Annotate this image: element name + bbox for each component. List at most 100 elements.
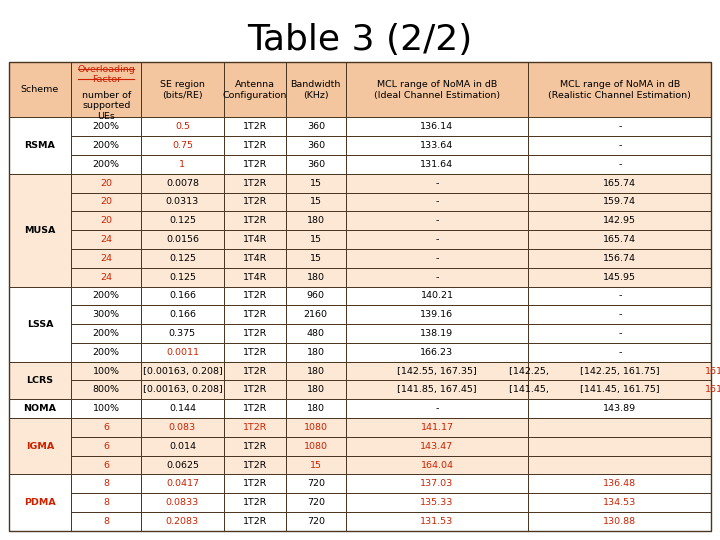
Text: 1T2R: 1T2R [243,310,267,319]
Text: 180: 180 [307,367,325,376]
Text: 200%: 200% [93,160,120,169]
Text: 15: 15 [310,198,322,206]
Text: 0.0011: 0.0011 [166,348,199,357]
Text: MCL range of NoMA in dB
(Realistic Channel Estimation): MCL range of NoMA in dB (Realistic Chann… [549,80,691,100]
Text: -: - [618,141,621,150]
Text: 1T2R: 1T2R [243,141,267,150]
Text: 0.0833: 0.0833 [166,498,199,507]
Text: LSSA: LSSA [27,320,53,329]
Text: 1T2R: 1T2R [243,198,267,206]
Text: -: - [436,198,438,206]
Text: 0.0078: 0.0078 [166,179,199,188]
Text: 960: 960 [307,292,325,300]
Text: NOMA: NOMA [23,404,56,413]
Text: 100%: 100% [93,367,120,376]
Text: 1T2R: 1T2R [243,386,267,394]
Text: 161.75: 161.75 [705,367,720,376]
Text: [141.45, 161.75]: [141.45, 161.75] [580,386,660,394]
Text: 24: 24 [100,235,112,244]
Text: 0.0625: 0.0625 [166,461,199,470]
Text: 0.125: 0.125 [169,273,196,282]
Text: 24: 24 [100,273,112,282]
Text: 480: 480 [307,329,325,338]
Text: 1080: 1080 [304,423,328,432]
Text: 0.014: 0.014 [169,442,196,451]
Text: 1T2R: 1T2R [243,423,267,432]
Text: 165.74: 165.74 [603,179,636,188]
Text: Overloading
Factor: Overloading Factor [77,65,135,84]
Text: 139.16: 139.16 [420,310,454,319]
Text: 145.95: 145.95 [603,273,636,282]
Text: 6: 6 [103,461,109,470]
Text: 141.17: 141.17 [420,423,454,432]
Text: 20: 20 [100,179,112,188]
Text: 1T4R: 1T4R [243,235,267,244]
Text: LCRS: LCRS [27,376,53,385]
Text: 0.083: 0.083 [169,423,196,432]
Text: 1T2R: 1T2R [243,480,267,488]
Text: 8: 8 [103,480,109,488]
Text: 24: 24 [100,254,112,263]
Text: [141.45,: [141.45, [509,386,552,394]
Text: 164.04: 164.04 [420,461,454,470]
Text: 0.144: 0.144 [169,404,196,413]
Text: [142.25, 161.75]: [142.25, 161.75] [580,367,660,376]
Text: 1T4R: 1T4R [243,254,267,263]
Text: 200%: 200% [93,348,120,357]
Text: SE region
(bits/RE): SE region (bits/RE) [160,80,205,100]
Text: 0.2083: 0.2083 [166,517,199,526]
Text: 180: 180 [307,348,325,357]
Text: 180: 180 [307,386,325,394]
Text: 20: 20 [100,216,112,225]
Text: -: - [436,216,438,225]
Text: 360: 360 [307,122,325,131]
Text: 130.88: 130.88 [603,517,636,526]
Text: number of
supported
UEs: number of supported UEs [81,91,131,121]
Text: 15: 15 [310,461,322,470]
Text: 135.33: 135.33 [420,498,454,507]
Text: 200%: 200% [93,122,120,131]
Text: 180: 180 [307,273,325,282]
Text: -: - [618,292,621,300]
Text: 161.75: 161.75 [705,386,720,394]
Text: 200%: 200% [93,141,120,150]
Text: -: - [436,404,438,413]
Text: 0.75: 0.75 [172,141,193,150]
Text: 8: 8 [103,498,109,507]
Text: 180: 180 [307,216,325,225]
Text: -: - [618,122,621,131]
Text: 137.03: 137.03 [420,480,454,488]
Text: [0.00163, 0.208]: [0.00163, 0.208] [143,367,222,376]
Text: -: - [618,348,621,357]
Text: 1T2R: 1T2R [243,216,267,225]
Text: 131.64: 131.64 [420,160,454,169]
Text: 720: 720 [307,480,325,488]
Text: -: - [618,160,621,169]
Text: 166.23: 166.23 [420,348,454,357]
Text: 20: 20 [100,198,112,206]
Text: 156.74: 156.74 [603,254,636,263]
Text: 1T2R: 1T2R [243,517,267,526]
Text: 1T2R: 1T2R [243,122,267,131]
Text: 136.14: 136.14 [420,122,454,131]
Text: 200%: 200% [93,292,120,300]
Text: RSMA: RSMA [24,141,55,150]
Text: 180: 180 [307,404,325,413]
Text: 0.0156: 0.0156 [166,235,199,244]
Text: 720: 720 [307,498,325,507]
Text: 159.74: 159.74 [603,198,636,206]
Text: 0.375: 0.375 [169,329,196,338]
Text: 143.89: 143.89 [603,404,636,413]
Text: 720: 720 [307,517,325,526]
Text: 6: 6 [103,423,109,432]
Text: 136.48: 136.48 [603,480,636,488]
Text: 1T4R: 1T4R [243,273,267,282]
Text: 0.125: 0.125 [169,216,196,225]
Text: Table 3 (2/2): Table 3 (2/2) [248,23,472,57]
Text: 1T2R: 1T2R [243,367,267,376]
Text: [142.25,: [142.25, [509,367,552,376]
Text: MUSA: MUSA [24,226,55,235]
Text: 133.64: 133.64 [420,141,454,150]
Text: 0.5: 0.5 [175,122,190,131]
Text: PDMA: PDMA [24,498,55,507]
